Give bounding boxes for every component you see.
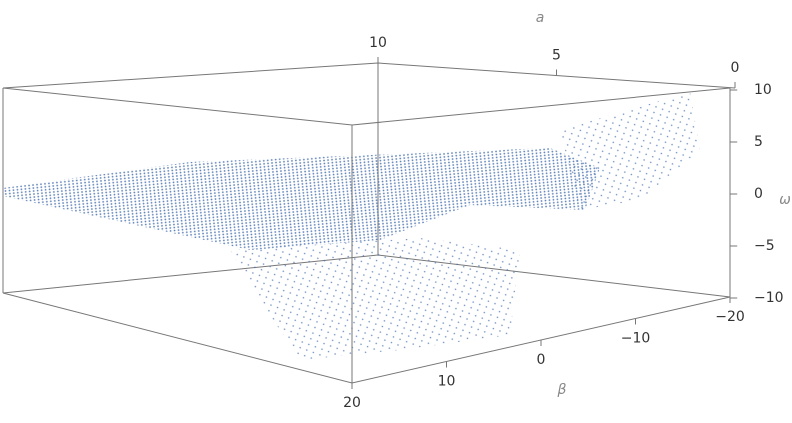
y-tick-label: 10 — [369, 35, 387, 51]
point-cloud — [3, 92, 700, 360]
z-tick-label: 0 — [754, 186, 763, 202]
x-tick-label: 10 — [438, 374, 456, 390]
y-tick-label: 0 — [731, 60, 740, 76]
z-tick-label: 10 — [754, 82, 772, 98]
x-tick-label: 0 — [537, 352, 546, 368]
x-axis-label: β — [557, 382, 567, 398]
y-axis-label: a — [536, 10, 545, 26]
z-tick-label: −10 — [754, 290, 784, 306]
z-axis-label: ω — [779, 192, 791, 208]
y-tick-label: 5 — [552, 48, 561, 64]
z-tick-label: 5 — [754, 134, 763, 150]
x-tick-label: −20 — [715, 309, 745, 325]
x-tick-label: −10 — [621, 331, 651, 347]
x-tick-label: 20 — [343, 395, 361, 411]
z-tick-label: −5 — [754, 238, 775, 254]
